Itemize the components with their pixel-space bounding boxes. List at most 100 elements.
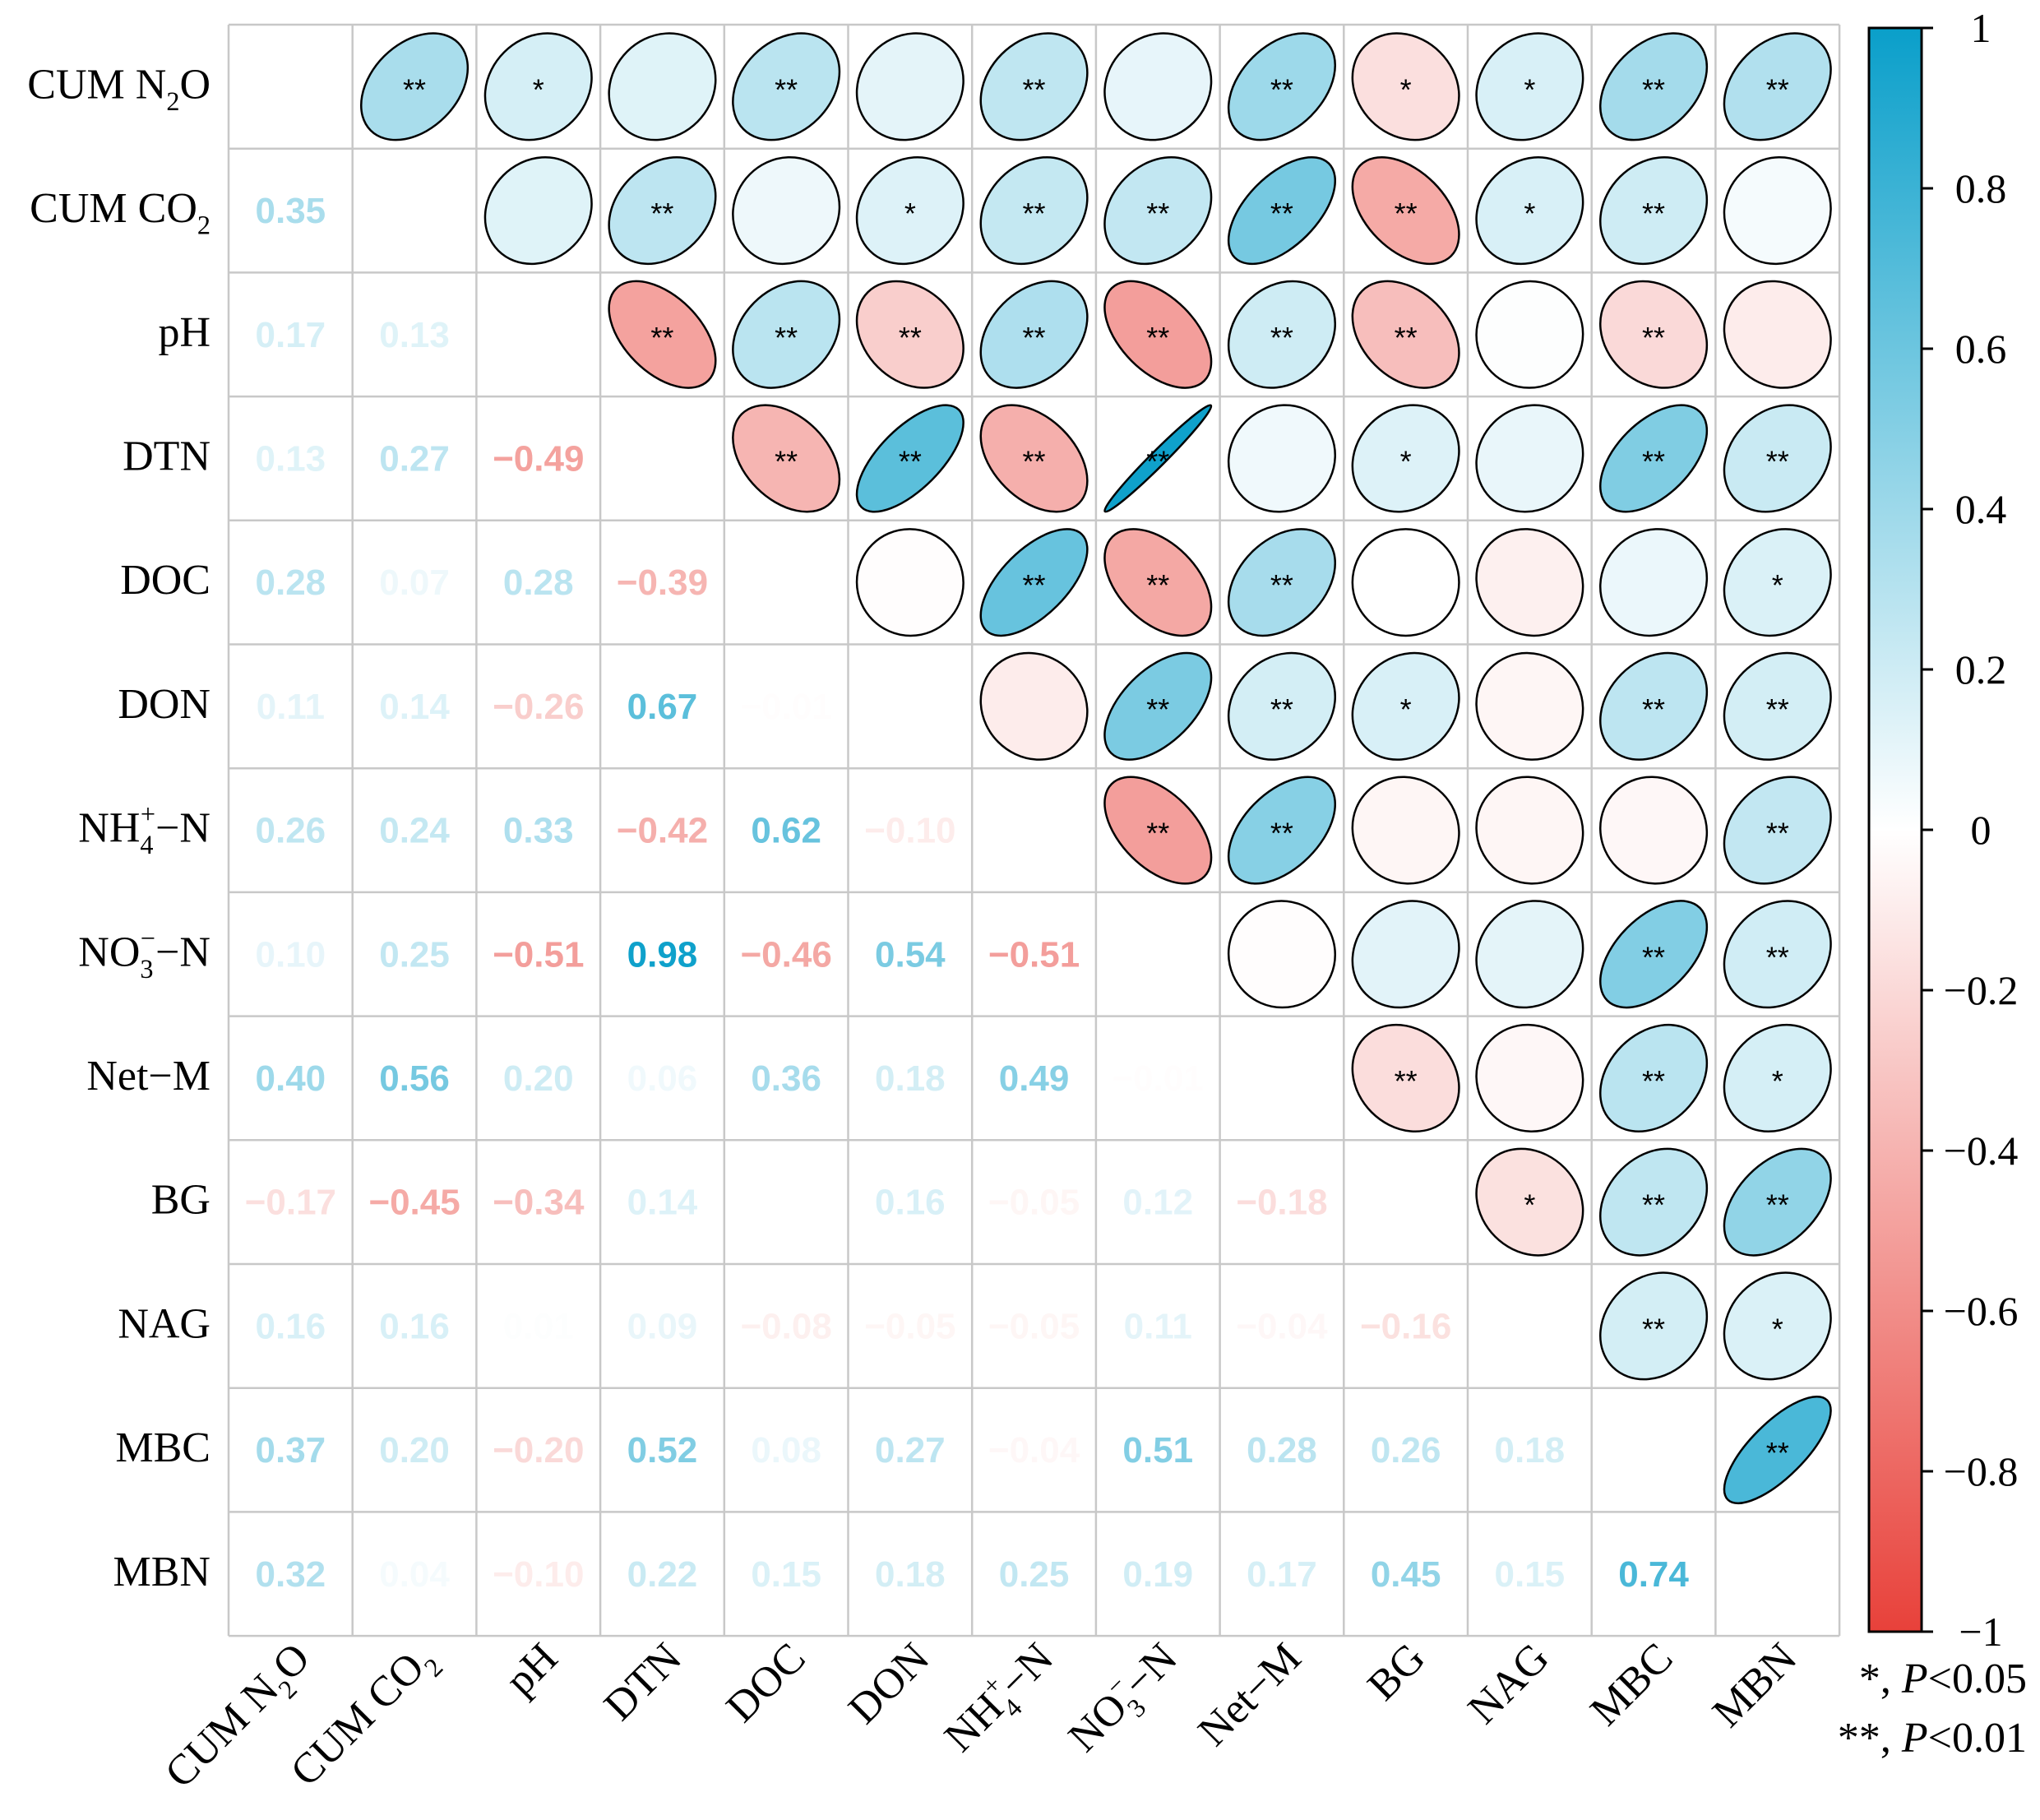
correlation-ellipse (1227, 776, 1337, 885)
y-axis-label: NH4+−N (78, 799, 210, 859)
legend-threshold: <0.05 (1928, 1656, 2027, 1702)
significance-mark: ** (1395, 1064, 1418, 1098)
correlation-value: 0.15 (1495, 1554, 1566, 1595)
correlation-value: 0.51 (1122, 1430, 1193, 1470)
correlation-value: 0.45 (1371, 1554, 1441, 1595)
x-axis-label: Net−M (1190, 1634, 1311, 1755)
correlation-value: −0.20 (493, 1430, 584, 1470)
significance-mark: ** (1146, 568, 1169, 602)
correlation-ellipse (855, 155, 964, 266)
correlation-value: 0.22 (627, 1554, 698, 1595)
y-axis-label: DON (118, 681, 210, 728)
y-axis-label: pH (158, 309, 210, 356)
label-sub: 3 (140, 954, 153, 984)
label-base: NAG (118, 1300, 210, 1347)
label-base: BG (1359, 1634, 1434, 1709)
correlation-ellipse (1723, 1023, 1832, 1133)
correlation-ellipse (1103, 155, 1213, 266)
y-axis-label: Net−M (86, 1053, 210, 1100)
correlation-value: −0.34 (493, 1183, 585, 1223)
label-sup: + (141, 799, 155, 829)
correlation-value: 0.10 (256, 934, 326, 975)
correlation-value: 0.27 (379, 438, 450, 479)
significance-mark: ** (1146, 321, 1169, 354)
correlation-ellipse (979, 651, 1089, 761)
label-base: MBC (115, 1424, 210, 1471)
correlation-value: −0.01 (740, 687, 831, 727)
correlation-ellipse (483, 155, 593, 266)
significance-mark: ** (1023, 321, 1046, 354)
significance-mark: * (1772, 568, 1783, 602)
correlation-ellipse (1723, 404, 1832, 513)
significance-mark: * (533, 72, 544, 106)
correlation-value: −0.18 (1236, 1183, 1327, 1223)
correlation-ellipse (1723, 155, 1832, 266)
correlation-value: 0.28 (503, 563, 574, 603)
correlation-ellipse (1351, 651, 1460, 761)
colorbar-tick-label: −0.6 (1944, 1288, 2019, 1334)
colorbar-tick-label: 1 (1971, 5, 1991, 51)
correlation-ellipse (732, 32, 841, 141)
label-base: NH (78, 805, 140, 852)
correlation-ellipse (1227, 651, 1337, 761)
correlation-ellipse (1351, 900, 1460, 1009)
label-base: CUM N (27, 61, 166, 108)
correlation-ellipse (1598, 528, 1709, 637)
correlation-value: 0.19 (1122, 1554, 1193, 1595)
y-axis-label: MBN (113, 1549, 210, 1595)
correlation-value: −0.42 (617, 811, 708, 851)
label-base: DOC (718, 1634, 815, 1731)
correlation-ellipse (1475, 651, 1584, 761)
label-base: DON (840, 1634, 938, 1733)
significance-mark: ** (1642, 321, 1665, 354)
correlation-value: 0.15 (751, 1554, 821, 1595)
colorbar: 1 0.8 0.6 0.4 0.2 0 −0.2 −0.4 −0.6 −0.8 −1 (1867, 5, 2019, 1655)
correlation-ellipse (732, 280, 841, 389)
correlation-ellipse (732, 404, 841, 513)
correlation-value: 0.24 (379, 811, 450, 851)
correlation-ellipse (1227, 404, 1337, 513)
correlation-value: 0.26 (1371, 1430, 1441, 1470)
correlation-ellipse (1598, 776, 1709, 885)
correlation-value: −0.01 (1113, 1058, 1204, 1099)
x-axis-label: NAG (1459, 1634, 1558, 1733)
correlation-value: 0.18 (875, 1058, 946, 1099)
significance-mark: ** (1146, 692, 1169, 726)
correlation-ellipse (855, 32, 964, 141)
colorbar-tick-label: −1 (1959, 1609, 2002, 1655)
legend-sep: , (1880, 1715, 1902, 1762)
colorbar-scale (1867, 26, 1923, 1633)
significance-mark: * (1524, 72, 1535, 106)
correlation-value: 0.11 (257, 687, 325, 727)
significance-mark: ** (1766, 817, 1789, 850)
correlation-ellipse (1598, 155, 1709, 266)
significance-mark: ** (1146, 444, 1169, 478)
significance-mark: ** (650, 321, 673, 354)
correlation-value: 0.27 (875, 1430, 946, 1470)
correlation-ellipse (1723, 900, 1832, 1009)
correlation-ellipse (1723, 280, 1832, 389)
significance-mark: ** (1023, 72, 1046, 106)
legend-sep: , (1880, 1656, 1902, 1702)
correlation-ellipse (1227, 280, 1337, 389)
correlation-ellipse (1723, 1271, 1832, 1381)
significance-mark: ** (775, 321, 798, 354)
legend-double: **, P<0.01 (1838, 1715, 2027, 1762)
label-base: DTN (123, 433, 210, 479)
correlation-ellipse (1475, 1147, 1584, 1257)
label-base: BG (151, 1177, 210, 1224)
label-base: Net−M (86, 1053, 210, 1100)
correlation-value: 0.16 (256, 1306, 326, 1346)
correlation-ellipse (1475, 776, 1584, 885)
significance-mark: ** (1395, 197, 1418, 230)
correlation-value: −0.05 (864, 1306, 955, 1346)
correlation-ellipse (1227, 900, 1337, 1009)
correlation-value: 0.11 (1124, 1306, 1192, 1346)
significance-mark: ** (1023, 444, 1046, 478)
significance-mark: * (1400, 692, 1412, 726)
colorbar-tick-label: −0.4 (1944, 1128, 2019, 1174)
label-base: DON (118, 681, 210, 728)
correlation-value: −0.08 (740, 1306, 831, 1346)
correlation-value: 0.00 (751, 1183, 821, 1223)
